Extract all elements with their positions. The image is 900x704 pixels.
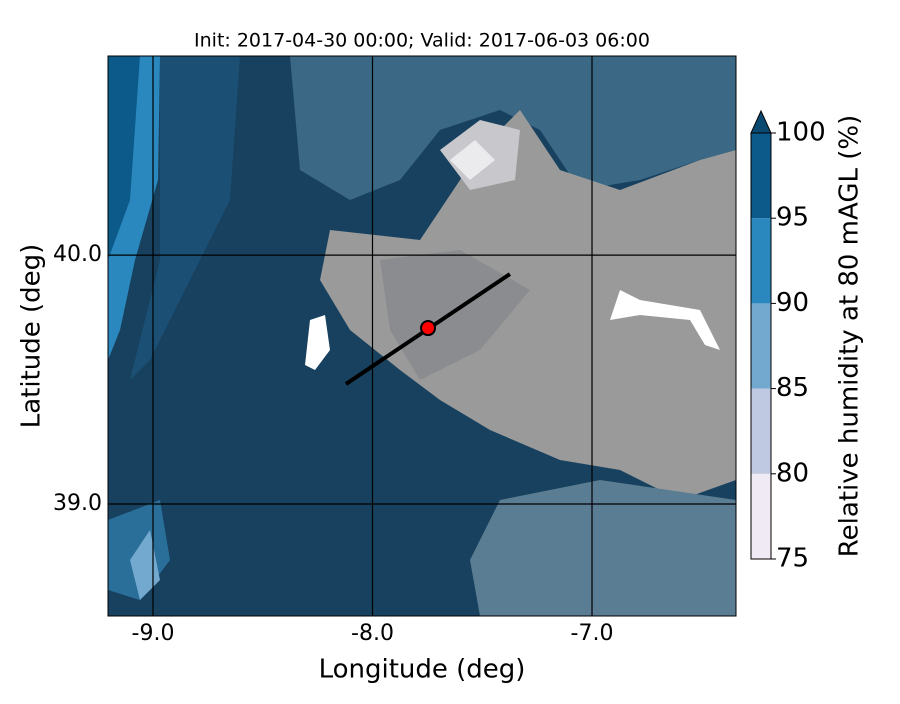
colorbar-tick-label: 75	[776, 544, 809, 574]
colorbar-tick-label: 100	[776, 118, 826, 148]
y-axis-label: Latitude (deg)	[17, 244, 47, 429]
colorbar-extension	[750, 109, 772, 134]
x-tick-label: -8.0	[351, 621, 394, 646]
x-axis-label: Longitude (deg)	[319, 655, 526, 685]
x-tick-label: -9.0	[132, 621, 175, 646]
colorbar-tick-label: 85	[776, 373, 809, 403]
terrain-field	[108, 56, 736, 616]
colorbar-segment	[751, 218, 771, 304]
colorbar-segment	[751, 473, 771, 559]
chart-title: Init: 2017-04-30 00:00; Valid: 2017-06-0…	[194, 30, 650, 52]
plot-frame	[107, 55, 737, 617]
colorbar-tick-label: 80	[776, 458, 809, 488]
y-tick-label: 40.0	[53, 242, 102, 267]
colorbar-label: Relative humidity at 80 mAGL (%)	[835, 115, 865, 557]
colorbar-frame	[750, 132, 772, 560]
colorbar-tick-label: 90	[776, 288, 809, 318]
colorbar-tick-label: 95	[776, 203, 809, 233]
colorbar-segment	[751, 133, 771, 219]
y-tick-label: 39.0	[53, 491, 102, 516]
colorbar-segment	[751, 303, 771, 389]
x-tick-label: -7.0	[571, 621, 614, 646]
colorbar-segment	[751, 388, 771, 474]
site-marker	[420, 320, 437, 337]
